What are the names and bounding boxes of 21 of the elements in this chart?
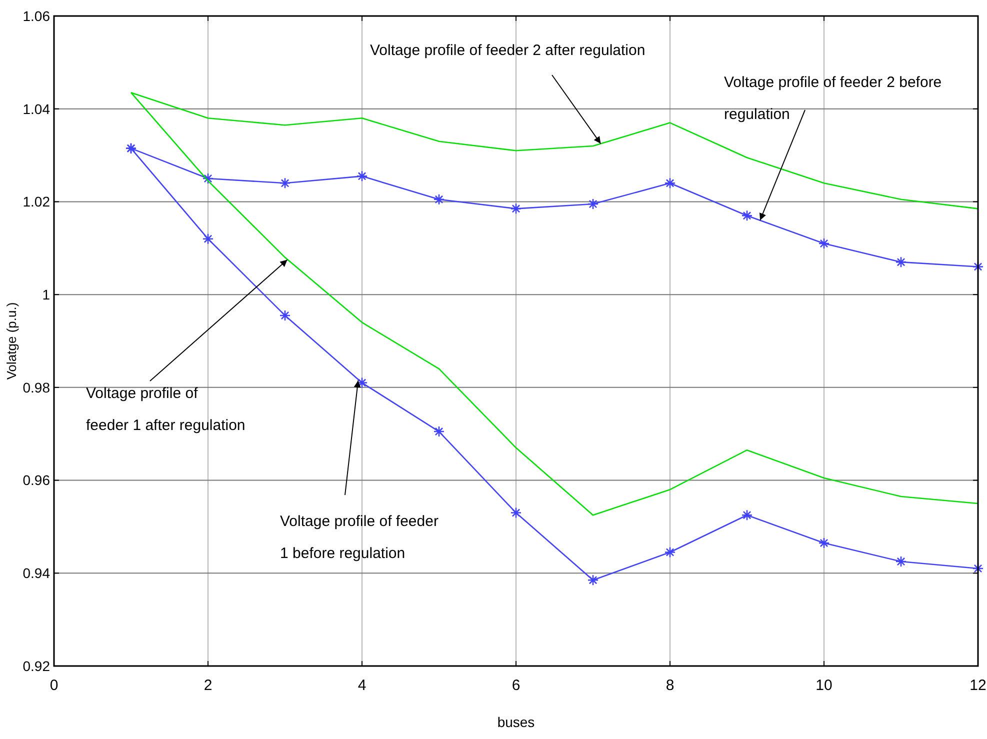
y-tick-label: 1 [42,286,50,302]
x-tick-label: 0 [50,677,58,694]
y-tick-label: 1.04 [22,100,50,117]
x-tick-label: 4 [358,677,366,694]
x-tick-label: 8 [666,677,674,694]
y-tick-label: 0.92 [22,658,50,674]
x-tick-label: 6 [512,677,520,694]
y-tick-label: 1.02 [22,194,50,210]
annotation: Voltage profile of feeder 1 before regulation [280,513,438,562]
x-tick-label: 2 [204,677,212,694]
y-axis-title: Volatge (p.u.) [4,302,19,380]
y-tick-label: 0.96 [22,472,50,488]
x-tick-label: 10 [816,677,832,694]
x-tick-label: 12 [970,677,986,694]
annotation: Voltage profile of feeder 2 before regulation [724,74,942,123]
y-tick-label: 0.98 [22,379,50,396]
y-tick-label: 0.94 [22,565,50,582]
annotation: Voltage profile of feeder 2 after regulation [370,42,646,59]
y-tick-label: 1.06 [22,8,50,24]
x-axis-title: buses [497,714,535,730]
annotation: Voltage profile of feeder 1 after regulation [86,385,246,434]
